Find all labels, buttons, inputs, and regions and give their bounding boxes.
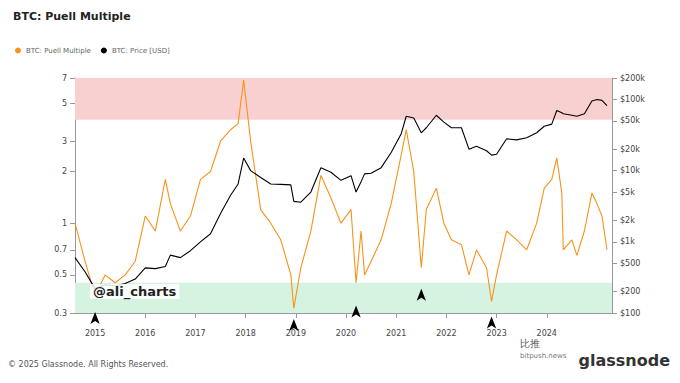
svg-text:bitpush.news: bitpush.news [520,352,567,360]
svg-text:$1k: $1k [620,237,635,246]
svg-text:© 2025 Glassnode. All Rights R: © 2025 Glassnode. All Rights Reserved. [8,360,168,369]
svg-text:2019: 2019 [286,329,306,338]
svg-text:$100: $100 [620,309,640,318]
svg-text:1: 1 [62,219,67,228]
svg-text:2020: 2020 [336,329,356,338]
svg-text:5: 5 [62,99,67,108]
svg-text:3: 3 [62,137,67,146]
svg-text:@ali_charts: @ali_charts [93,284,177,300]
svg-text:$100k: $100k [620,95,645,104]
svg-text:glassnode: glassnode [579,351,671,370]
svg-text:BTC: Puell Multiple: BTC: Puell Multiple [13,10,131,23]
svg-text:$10k: $10k [620,166,640,175]
svg-text:2022: 2022 [436,329,456,338]
svg-text:$20k: $20k [620,145,640,154]
svg-text:$500: $500 [620,259,640,268]
svg-text:2024: 2024 [537,329,557,338]
svg-text:2016: 2016 [135,329,155,338]
svg-text:2021: 2021 [386,329,406,338]
svg-text:$5k: $5k [620,188,635,197]
svg-text:0.5: 0.5 [54,270,67,279]
svg-text:$200: $200 [620,287,640,296]
svg-text:2018: 2018 [235,329,255,338]
svg-text:BTC: Price [USD]: BTC: Price [USD] [112,47,170,55]
svg-text:比推: 比推 [520,338,540,349]
svg-text:2017: 2017 [185,329,205,338]
svg-text:$2k: $2k [620,216,635,225]
svg-text:$50k: $50k [620,116,640,125]
svg-text:BTC: Puell Multiple: BTC: Puell Multiple [26,47,91,55]
svg-text:2: 2 [62,167,67,176]
svg-text:7: 7 [62,74,67,83]
svg-text:2015: 2015 [85,329,105,338]
svg-text:0.7: 0.7 [54,245,67,254]
svg-text:0.3: 0.3 [54,309,67,318]
svg-text:$200k: $200k [620,74,645,83]
svg-text:2023: 2023 [486,329,506,338]
